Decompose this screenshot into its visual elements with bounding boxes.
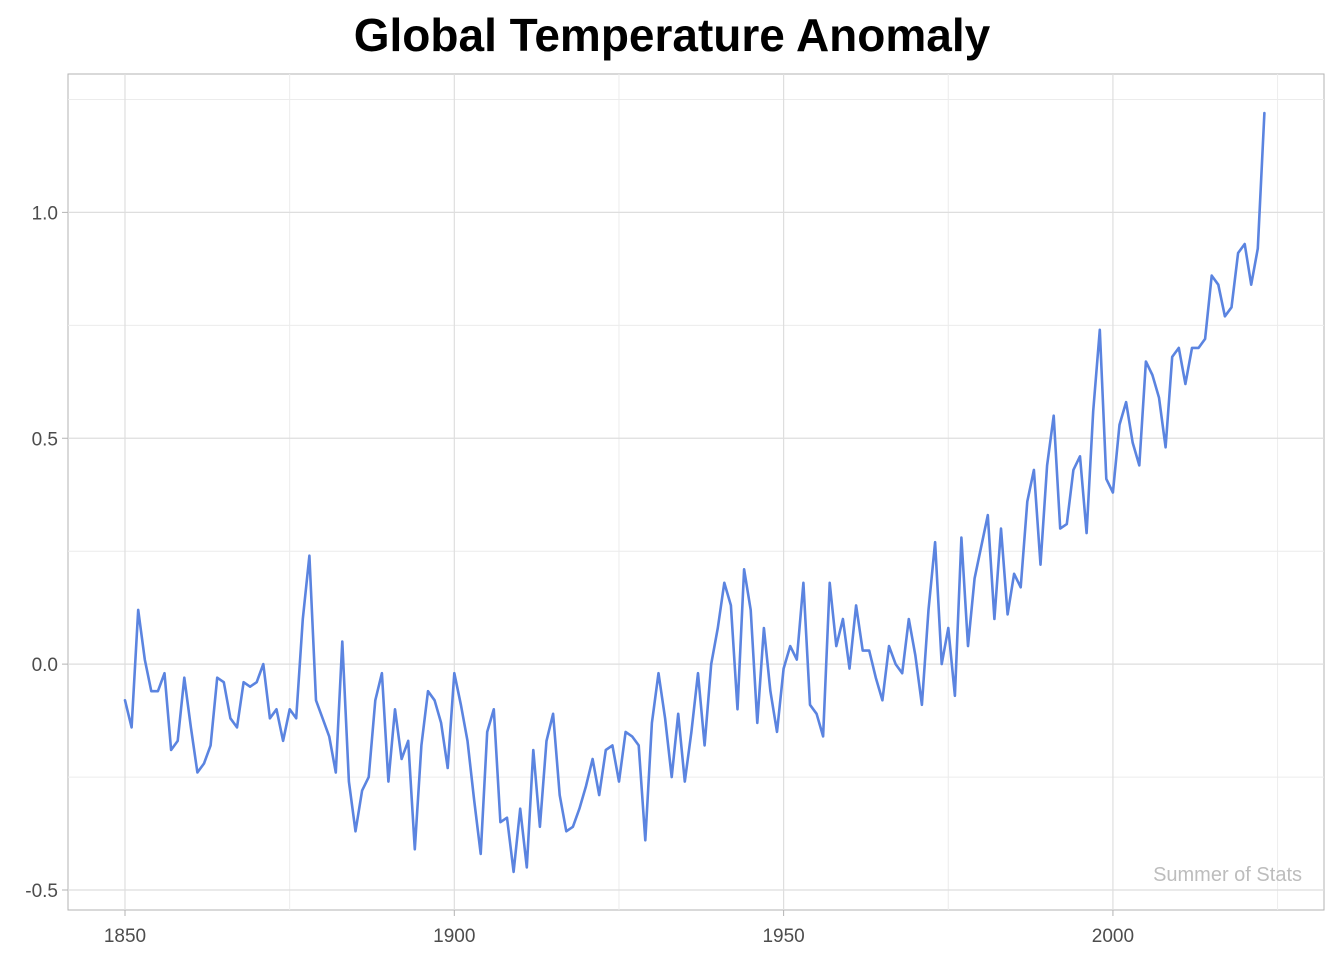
- x-tick-label: 1900: [433, 926, 475, 947]
- y-tick-label: 0.5: [32, 429, 58, 450]
- minor-gridlines: [68, 74, 1324, 910]
- x-tick-label: 2000: [1092, 926, 1134, 947]
- chart-title: Global Temperature Anomaly: [353, 9, 991, 61]
- y-tick-label: -0.5: [25, 881, 58, 902]
- series-layer: [123, 111, 1266, 874]
- y-tick-label: 0.0: [32, 655, 58, 676]
- credit-annotation: Summer of Stats: [1153, 864, 1302, 886]
- y-tick-label: 1.0: [32, 203, 58, 224]
- x-axis-ticks: 1850 1900 1950 2000: [104, 910, 1134, 947]
- major-gridlines: [68, 74, 1324, 910]
- series-line-0: [123, 111, 1266, 874]
- x-tick-label: 1850: [104, 926, 146, 947]
- x-tick-label: 1950: [762, 926, 804, 947]
- y-axis-ticks: -0.5 0.0 0.5 1.0: [25, 203, 68, 902]
- plot-panel: [67, 73, 1325, 911]
